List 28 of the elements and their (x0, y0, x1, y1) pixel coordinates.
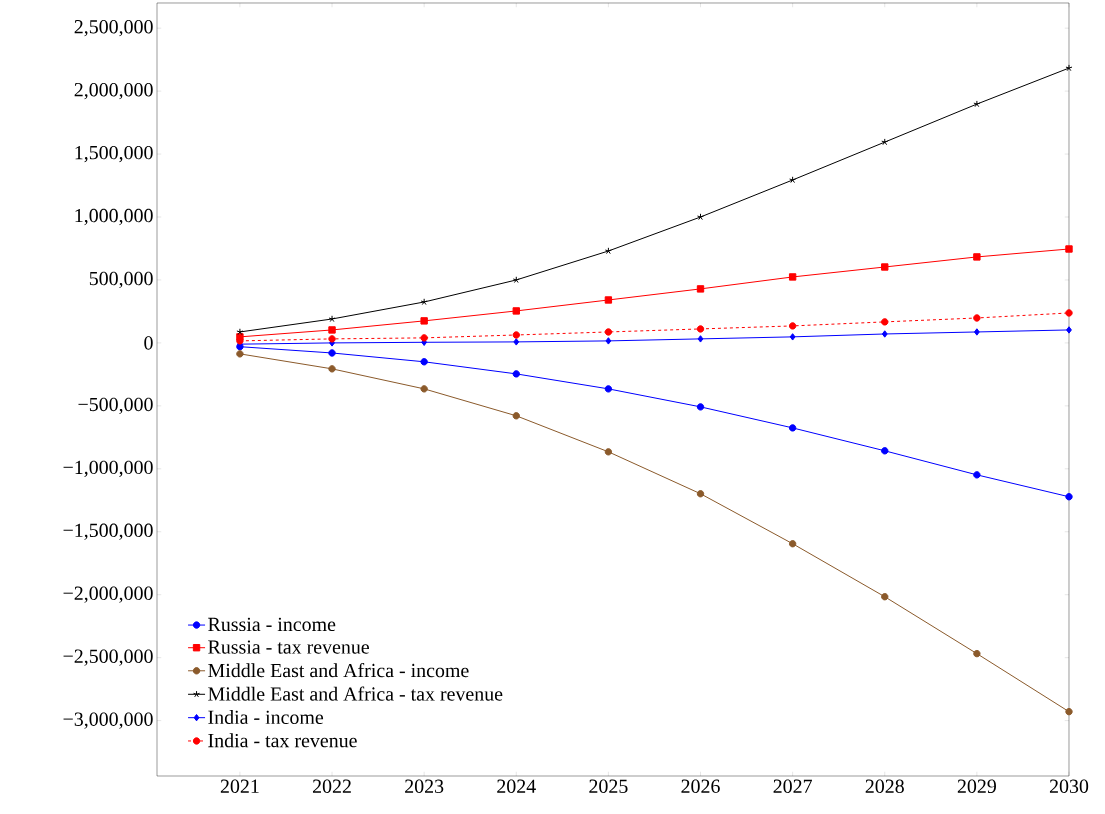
y-tick-label: −500,000 (78, 397, 153, 415)
x-tick-label: 2024 (497, 779, 536, 793)
legend-label: India - income (208, 710, 324, 725)
x-tick-label: 2030 (1049, 779, 1089, 793)
y-tick-label: 500,000 (89, 271, 153, 289)
y-tick-label: −2,000,000 (63, 586, 153, 603)
x-tick-label: 2021 (220, 779, 259, 793)
y-tick-label: −1,000,000 (63, 460, 153, 477)
x-tick-label: 2027 (773, 779, 812, 793)
y-tick-label: −3,000,000 (63, 712, 153, 729)
legend-label: Russia - tax revenue (208, 640, 369, 654)
y-tick-label: 0 (144, 336, 153, 350)
x-tick-label: 2025 (589, 779, 628, 793)
y-tick-label: 1,000,000 (75, 208, 153, 226)
y-tick-label: −2,500,000 (63, 649, 153, 666)
legend-label: India - tax revenue (208, 733, 357, 748)
x-tick-label: 2029 (957, 779, 996, 793)
legend-label: Middle East and Africa - income (208, 663, 469, 678)
y-tick-label: 2,000,000 (74, 82, 153, 100)
x-tick-label: 2023 (405, 779, 444, 793)
x-tick-label: 2028 (865, 779, 904, 793)
legend-label: Russia - income (208, 617, 336, 632)
y-tick-label: −1,500,000 (63, 523, 153, 540)
x-tick-label: 2022 (312, 779, 351, 793)
legend-label: Middle East and Africa - tax revenue (208, 686, 503, 701)
y-tick-label: 2,500,000 (74, 20, 153, 37)
y-tick-label: 1,500,000 (75, 145, 153, 163)
x-tick-label: 2026 (681, 779, 720, 793)
